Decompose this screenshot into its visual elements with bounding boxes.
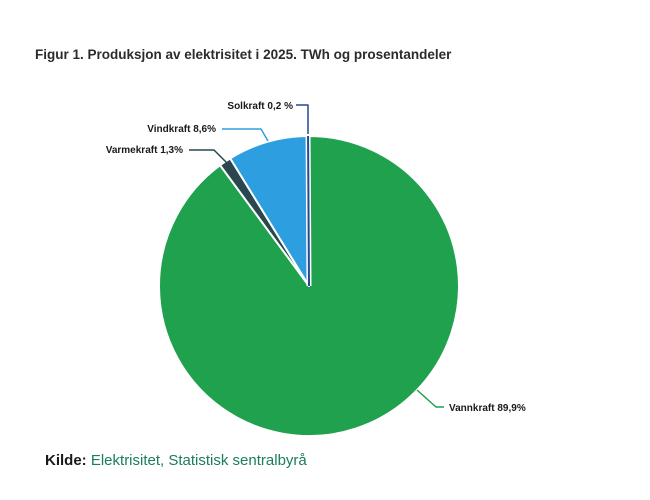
source-note: Kilde: Elektrisitet, Statistisk sentralb…	[45, 452, 307, 469]
pie-slices-group	[157, 135, 460, 437]
source-link[interactable]: Elektrisitet, Statistisk sentralbyrå	[90, 452, 307, 469]
callout-line-varmekraft	[189, 149, 231, 167]
slice-label-vannkraft: Vannkraft 89,9%	[449, 403, 526, 414]
pie-slice-solkraft[interactable]	[307, 135, 310, 287]
slice-label-solkraft: Solkraft 0,2 %	[227, 101, 293, 112]
source-label: Kilde:	[45, 452, 87, 469]
slice-label-vindkraft: Vindkraft 8,6%	[147, 124, 216, 135]
callout-line-vindkraft	[222, 128, 269, 142]
callout-line-solkraft	[296, 104, 309, 134]
slice-label-varmekraft: Varmekraft 1,3%	[106, 145, 183, 156]
chart-title: Figur 1. Produksjon av elektrisitet i 20…	[35, 47, 452, 62]
callout-line-vannkraft	[416, 389, 444, 408]
